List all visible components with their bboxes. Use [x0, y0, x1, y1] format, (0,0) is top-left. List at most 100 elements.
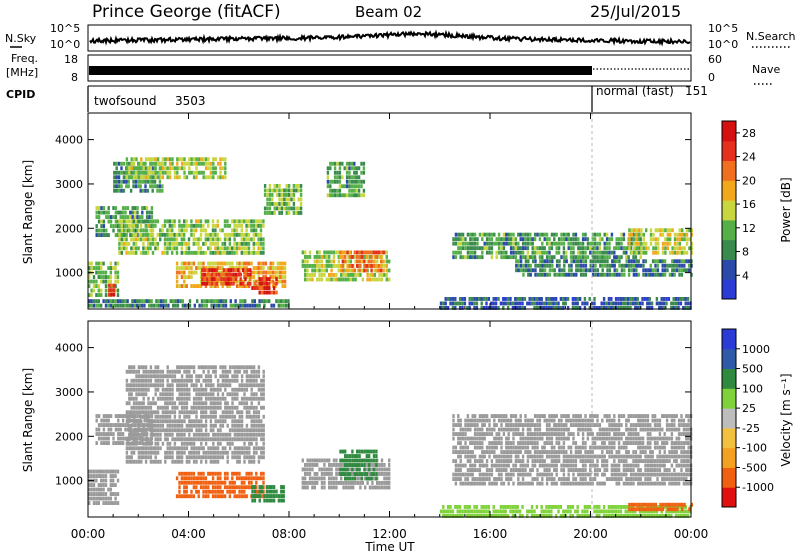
data-cell — [231, 480, 234, 485]
data-cell — [531, 441, 534, 445]
data-cell — [466, 232, 470, 237]
data-cell — [159, 459, 162, 464]
data-cell — [90, 261, 93, 266]
data-cell — [583, 306, 587, 310]
data-cell — [188, 166, 191, 171]
data-cell — [311, 467, 314, 472]
data-cell — [116, 288, 120, 293]
data-cell — [178, 228, 181, 233]
data-cell — [673, 268, 676, 273]
data-cell — [173, 446, 177, 451]
data-cell — [124, 423, 127, 427]
data-cell — [373, 273, 376, 277]
data-cell — [90, 496, 93, 501]
data-cell — [617, 297, 620, 301]
data-cell — [147, 396, 150, 401]
data-cell — [480, 306, 483, 310]
y-tick-label: 4000 — [55, 134, 83, 147]
data-cell — [235, 250, 239, 255]
data-cell — [683, 268, 686, 273]
data-cell — [151, 188, 154, 193]
data-cell — [214, 401, 217, 406]
data-cell — [120, 232, 123, 237]
data-cell — [130, 455, 133, 460]
data-cell — [353, 463, 356, 467]
data-cell — [202, 387, 205, 392]
nave-tick-top: 60 — [708, 53, 722, 66]
data-cell — [202, 223, 205, 228]
data-cell — [195, 414, 198, 419]
data-cell — [229, 299, 232, 304]
data-cell — [571, 297, 575, 301]
data-cell — [197, 246, 200, 251]
data-cell — [473, 432, 477, 436]
data-cell — [220, 303, 223, 308]
data-cell — [613, 255, 616, 260]
data-cell — [216, 232, 219, 237]
data-cell — [655, 297, 659, 301]
data-cell — [355, 188, 358, 193]
data-cell — [216, 494, 220, 499]
data-cell — [214, 419, 217, 424]
data-cell — [469, 468, 472, 472]
colorbar-swatch — [722, 259, 736, 280]
data-cell — [219, 166, 222, 171]
data-cell — [222, 299, 225, 304]
data-cell — [245, 428, 249, 433]
data-cell — [269, 270, 272, 275]
data-cell — [257, 446, 261, 451]
data-cell — [173, 441, 177, 446]
data-cell — [97, 492, 100, 496]
data-cell — [156, 419, 160, 424]
data-cell — [684, 301, 687, 306]
data-cell — [156, 241, 159, 246]
data-cell — [247, 261, 251, 266]
data-cell — [255, 378, 258, 383]
data-cell — [107, 436, 110, 441]
data-cell — [515, 259, 518, 264]
data-cell — [149, 410, 153, 415]
data-cell — [459, 255, 462, 260]
data-cell — [247, 485, 251, 490]
data-cell — [459, 454, 462, 459]
data-cell — [190, 419, 193, 424]
data-cell — [104, 293, 108, 297]
data-cell — [529, 418, 532, 423]
data-cell — [112, 266, 115, 270]
data-cell — [234, 268, 238, 273]
data-cell — [245, 432, 249, 437]
data-cell — [100, 483, 103, 487]
data-cell — [240, 396, 244, 401]
data-cell — [483, 423, 486, 427]
data-cell — [681, 250, 684, 255]
data-cell — [213, 272, 216, 277]
data-cell — [141, 441, 144, 445]
data-cell — [247, 246, 251, 251]
data-cell — [555, 246, 558, 251]
data-cell — [250, 223, 253, 228]
data-cell — [341, 449, 344, 454]
data-cell — [228, 246, 231, 251]
data-cell — [502, 306, 505, 310]
data-cell — [192, 446, 196, 451]
data-cell — [152, 401, 155, 406]
data-cell — [679, 301, 683, 306]
data-cell — [125, 414, 129, 419]
data-cell — [166, 387, 169, 392]
data-cell — [164, 419, 167, 424]
data-cell — [495, 423, 498, 427]
data-cell — [495, 481, 498, 486]
data-cell — [257, 410, 261, 415]
data-cell — [150, 414, 154, 418]
data-cell — [519, 481, 522, 486]
data-cell — [304, 481, 307, 485]
data-cell — [107, 279, 110, 284]
data-cell — [185, 471, 188, 476]
data-cell — [673, 232, 677, 237]
data-cell — [142, 432, 145, 437]
data-cell — [345, 193, 349, 198]
data-cell — [476, 459, 479, 463]
data-cell — [207, 266, 210, 270]
data-cell — [507, 232, 510, 237]
